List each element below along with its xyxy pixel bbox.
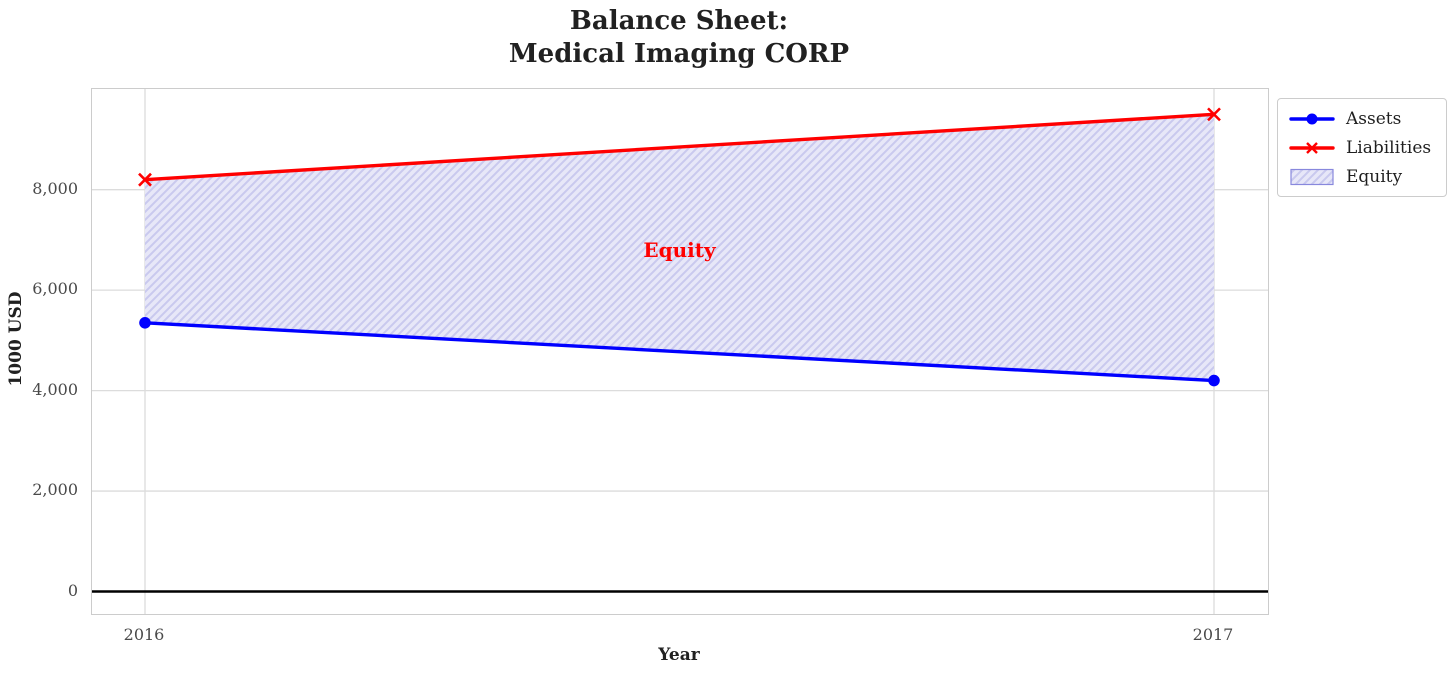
equity-area-annotation: Equity [643,237,716,262]
legend-item-equity: Equity [1278,162,1446,191]
chart-plot-svg [92,89,1268,614]
plot-area: Equity [91,88,1269,615]
x-tick-label: 2016 [123,625,165,644]
legend-item-assets: Assets [1278,104,1446,133]
legend-label-assets: Assets [1346,108,1402,129]
chart-title: Balance Sheet: Medical Imaging CORP [91,5,1267,71]
equity-hatch-swatch-icon [1290,168,1334,185]
legend: Assets Liabilities Equity [1277,98,1447,197]
legend-item-liabilities: Liabilities [1278,133,1446,162]
x-axis-label: Year [658,645,700,665]
assets-line-icon [1289,113,1335,124]
y-tick-label: 2,000 [32,480,78,500]
chart-title-line1: Balance Sheet: [569,6,789,36]
y-tick-label: 0 [67,580,78,600]
legend-label-liabilities: Liabilities [1346,137,1432,158]
y-tick-label: 6,000 [32,279,78,299]
legend-label-equity: Equity [1346,166,1403,187]
chart-title-line2: Medical Imaging CORP [508,39,850,69]
y-tick-label: 4,000 [32,379,78,399]
x-tick-label: 2017 [1192,625,1234,644]
liabilities-line-icon [1289,141,1335,154]
y-tick-label: 8,000 [32,178,78,198]
